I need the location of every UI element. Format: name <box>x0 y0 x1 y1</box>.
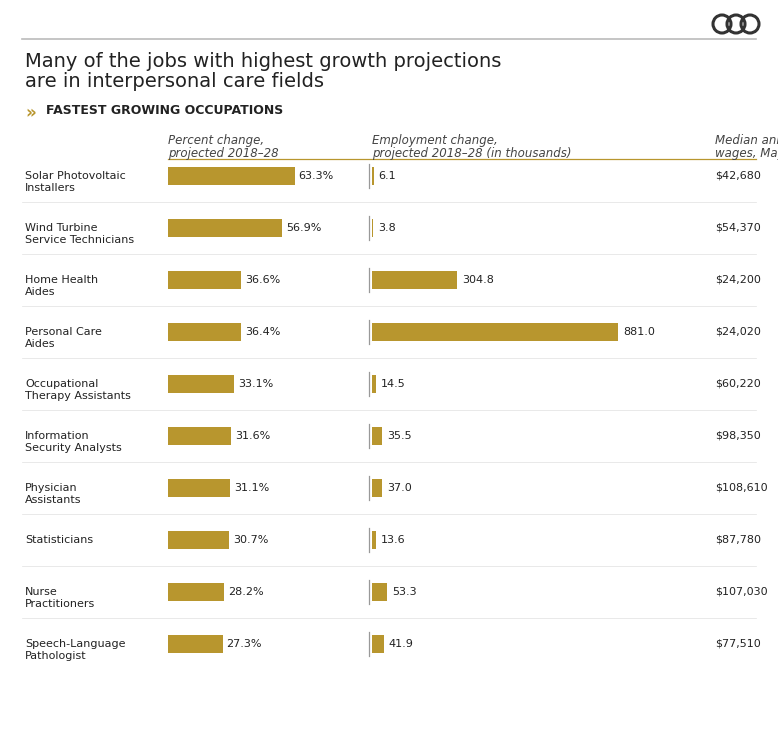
Bar <box>372 323 618 341</box>
Text: 36.4%: 36.4% <box>245 327 280 337</box>
Text: 35.5: 35.5 <box>387 431 412 441</box>
Text: Installers: Installers <box>25 183 76 193</box>
Text: 53.3: 53.3 <box>392 587 416 597</box>
Text: Service Technicians: Service Technicians <box>25 235 134 245</box>
Text: 63.3%: 63.3% <box>299 171 334 181</box>
Text: 56.9%: 56.9% <box>286 223 321 233</box>
Text: FASTEST GROWING OCCUPATIONS: FASTEST GROWING OCCUPATIONS <box>46 104 283 117</box>
Bar <box>372 583 387 601</box>
Text: $42,680: $42,680 <box>715 171 761 181</box>
Bar <box>372 271 457 289</box>
Text: 33.1%: 33.1% <box>238 379 273 389</box>
Text: 881.0: 881.0 <box>622 327 654 337</box>
Text: Practitioners: Practitioners <box>25 599 95 609</box>
Text: Many of the jobs with highest growth projections: Many of the jobs with highest growth pro… <box>25 52 501 71</box>
Text: Occupational: Occupational <box>25 379 98 389</box>
Text: 30.7%: 30.7% <box>233 535 268 545</box>
Bar <box>168 271 241 289</box>
Bar <box>372 375 376 393</box>
Text: Aides: Aides <box>25 339 55 349</box>
Text: 6.1: 6.1 <box>379 171 396 181</box>
Text: 36.6%: 36.6% <box>245 275 280 285</box>
Text: $107,030: $107,030 <box>715 587 768 597</box>
Bar <box>168 583 224 601</box>
Bar <box>372 427 382 445</box>
Text: $77,510: $77,510 <box>715 639 761 649</box>
Text: projected 2018–28: projected 2018–28 <box>168 147 279 160</box>
Bar <box>168 375 234 393</box>
Bar <box>372 167 373 185</box>
Bar <box>168 427 231 445</box>
Text: Pathologist: Pathologist <box>25 651 86 661</box>
Text: 37.0: 37.0 <box>387 483 412 493</box>
Text: $108,610: $108,610 <box>715 483 768 493</box>
Bar <box>372 635 384 653</box>
Text: Personal Care: Personal Care <box>25 327 102 337</box>
Text: $24,020: $24,020 <box>715 327 761 337</box>
Bar <box>168 219 282 237</box>
Text: $24,200: $24,200 <box>715 275 761 285</box>
Text: Security Analysts: Security Analysts <box>25 443 121 453</box>
Text: Assistants: Assistants <box>25 495 82 505</box>
Text: $54,370: $54,370 <box>715 223 761 233</box>
Text: Information: Information <box>25 431 89 441</box>
Text: 3.8: 3.8 <box>378 223 396 233</box>
Text: $60,220: $60,220 <box>715 379 761 389</box>
Text: wages, May 2018: wages, May 2018 <box>715 147 778 160</box>
Bar <box>168 531 230 549</box>
Text: 27.3%: 27.3% <box>226 639 262 649</box>
Text: 31.1%: 31.1% <box>234 483 269 493</box>
Text: Physician: Physician <box>25 483 78 493</box>
Bar <box>372 219 373 237</box>
Text: $98,350: $98,350 <box>715 431 761 441</box>
Text: projected 2018–28 (in thousands): projected 2018–28 (in thousands) <box>372 147 572 160</box>
Bar <box>168 323 241 341</box>
Text: 14.5: 14.5 <box>381 379 406 389</box>
Bar <box>168 167 295 185</box>
Text: 41.9: 41.9 <box>389 639 414 649</box>
Text: Statisticians: Statisticians <box>25 535 93 545</box>
Text: Home Health: Home Health <box>25 275 98 285</box>
Bar <box>372 479 382 497</box>
Text: Therapy Assistants: Therapy Assistants <box>25 391 131 401</box>
Text: 304.8: 304.8 <box>462 275 494 285</box>
Text: »: » <box>25 104 36 122</box>
Bar <box>168 479 230 497</box>
Text: Wind Turbine: Wind Turbine <box>25 223 97 233</box>
Text: 31.6%: 31.6% <box>235 431 271 441</box>
Text: 13.6: 13.6 <box>380 535 405 545</box>
Text: 28.2%: 28.2% <box>229 587 264 597</box>
Text: Solar Photovoltaic: Solar Photovoltaic <box>25 171 126 181</box>
Text: Percent change,: Percent change, <box>168 134 264 147</box>
Text: Speech-Language: Speech-Language <box>25 639 125 649</box>
Text: Median annual: Median annual <box>715 134 778 147</box>
Text: Aides: Aides <box>25 287 55 297</box>
Text: Employment change,: Employment change, <box>372 134 498 147</box>
Text: are in interpersonal care fields: are in interpersonal care fields <box>25 72 324 91</box>
Bar <box>372 531 376 549</box>
Bar <box>168 635 223 653</box>
Text: $87,780: $87,780 <box>715 535 761 545</box>
Text: Nurse: Nurse <box>25 587 58 597</box>
